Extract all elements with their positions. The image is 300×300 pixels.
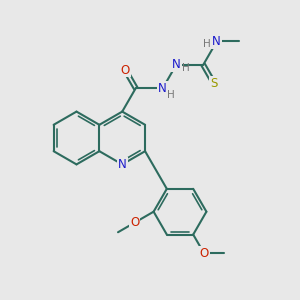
Text: N: N bbox=[212, 35, 221, 48]
Text: O: O bbox=[200, 247, 208, 260]
Text: O: O bbox=[121, 64, 130, 76]
Text: N: N bbox=[118, 158, 127, 171]
Text: N: N bbox=[172, 58, 181, 71]
Text: S: S bbox=[210, 77, 218, 90]
Text: N: N bbox=[158, 82, 167, 95]
Text: O: O bbox=[130, 216, 140, 229]
Text: H: H bbox=[182, 63, 190, 73]
Text: H: H bbox=[167, 90, 175, 100]
Text: H: H bbox=[203, 40, 211, 50]
